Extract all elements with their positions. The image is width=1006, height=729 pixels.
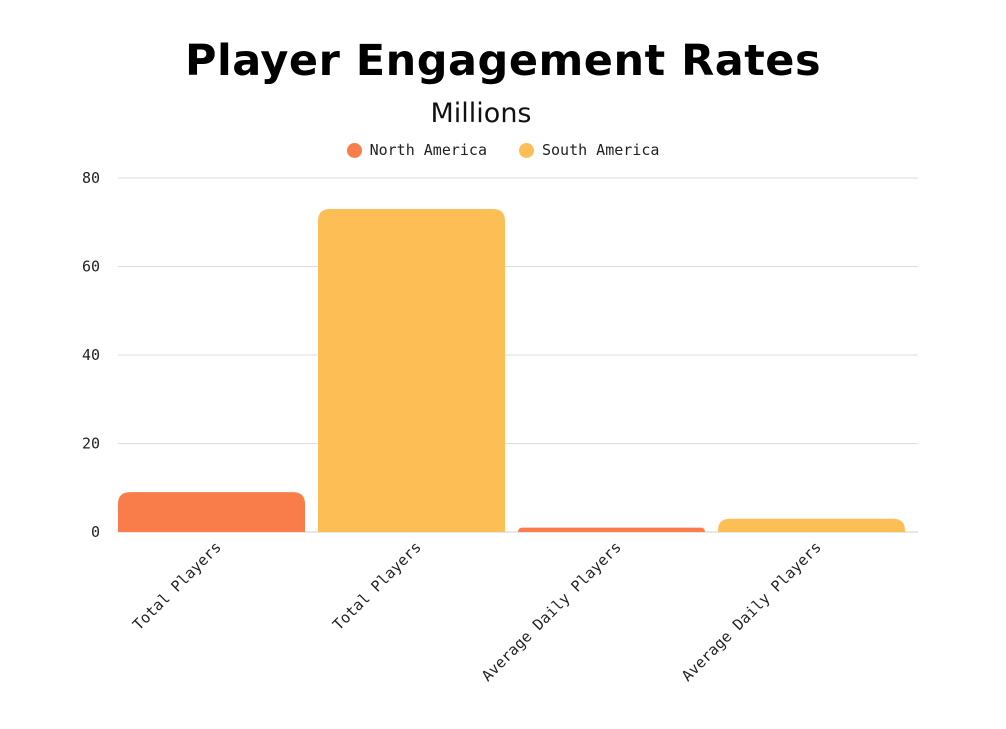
bar-south-america [318,208,505,532]
bar-south-america [718,518,905,532]
y-tick-label: 20 [82,435,100,453]
x-tick-label: Total Players [129,538,225,634]
y-tick-label: 40 [82,346,100,364]
legend-label-south-america: South America [542,141,660,159]
x-tick-label: Total Players [329,538,425,634]
chart-title: Player Engagement Rates [184,36,822,86]
x-tick-label: Average Daily Players [478,538,625,685]
bar-north-america [118,492,305,532]
y-tick-label: 60 [82,258,100,276]
legend-item-south-america: South America [519,141,659,159]
y-tick-label: 80 [82,169,100,187]
x-tick-label: Average Daily Players [678,538,825,685]
legend-item-north-america: North America [346,141,487,159]
legend-swatch-north-america [346,142,362,158]
bar-north-america [518,527,705,532]
y-tick-label: 0 [91,523,100,541]
legend-swatch-south-america [519,142,534,158]
legend: North America South America [0,139,1006,161]
chart-subtitle: Millions [430,98,532,129]
legend-label-north-america: North America [369,141,487,159]
